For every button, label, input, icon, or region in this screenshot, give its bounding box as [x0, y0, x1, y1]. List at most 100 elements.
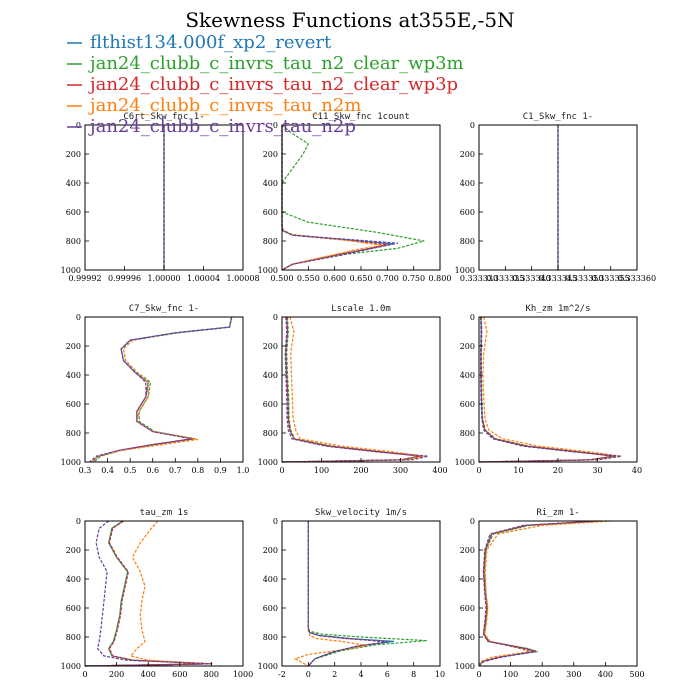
series-line-5	[281, 125, 399, 271]
y-tick-label: 600	[460, 604, 475, 613]
x-tick-label: 0.700	[376, 274, 399, 283]
series-line-1	[84, 520, 212, 667]
series-line-4	[84, 520, 210, 667]
y-tick-label: 600	[66, 604, 81, 613]
series-line-4	[281, 316, 425, 463]
series-line-3	[84, 520, 213, 667]
y-tick-label: 0	[76, 517, 81, 526]
panel-title: C1_Skw_fnc 1-	[523, 112, 593, 122]
series-line-3	[281, 316, 421, 463]
y-tick-label: 800	[263, 429, 278, 438]
series-line-4	[91, 316, 233, 463]
x-tick-label: 300	[393, 466, 408, 475]
y-tick-label: 1000	[61, 266, 81, 275]
y-tick-label: 400	[460, 371, 475, 380]
y-tick-label: 600	[460, 400, 475, 409]
x-tick-label: 0.550	[297, 274, 320, 283]
plot-frame	[84, 520, 244, 667]
x-tick-label: 0	[476, 670, 481, 679]
y-tick-label: 0	[273, 121, 278, 130]
x-tick-label: 0.3	[79, 466, 92, 475]
y-tick-label: 200	[263, 342, 278, 351]
x-tick-label: 0	[82, 670, 87, 679]
y-tick-label: 400	[263, 575, 278, 584]
series-line-5	[84, 520, 212, 667]
y-tick-label: 0	[273, 517, 278, 526]
y-tick-label: 400	[263, 179, 278, 188]
y-tick-label: 800	[66, 633, 81, 642]
panel-title: Skw_velocity 1m/s	[315, 508, 407, 518]
series-line-2	[281, 124, 425, 271]
series-line-5	[478, 520, 596, 667]
legend-label: jan24_clubb_c_invrs_tau_n2_clear_wp3p	[88, 74, 458, 95]
x-tick-label: 0.99992	[68, 274, 101, 283]
x-tick-label: 800	[204, 670, 219, 679]
series-line-3	[478, 520, 600, 667]
legend-label: flthist134.000f_xp2_revert	[90, 32, 332, 53]
x-tick-label: 200	[535, 670, 550, 679]
y-tick-label: 600	[460, 208, 475, 217]
panel-title: Lscale 1.0m	[331, 304, 391, 314]
panel-3: C1_Skw_fnc 1-0.3333300.3333350.3333400.3…	[455, 112, 656, 283]
x-tick-label: 100	[503, 670, 518, 679]
y-tick-label: 1000	[455, 458, 475, 467]
series-line-2	[93, 316, 233, 463]
panel-title: Ri_zm 1-	[536, 508, 579, 518]
y-tick-label: 800	[66, 429, 81, 438]
y-tick-label: 400	[263, 371, 278, 380]
series-line-1	[478, 520, 600, 667]
x-tick-label: 4	[358, 670, 363, 679]
x-tick-label: 1.0	[237, 466, 250, 475]
series-line-5	[281, 316, 429, 463]
y-tick-label: 600	[263, 208, 278, 217]
y-tick-label: 400	[66, 575, 81, 584]
panel-title: tau_zm 1s	[140, 508, 189, 518]
x-tick-label: 200	[109, 670, 124, 679]
x-tick-label: 0.333350	[565, 274, 603, 283]
x-tick-label: 2	[332, 670, 337, 679]
series-line-2	[281, 316, 423, 463]
y-tick-label: 200	[460, 546, 475, 555]
y-tick-label: 200	[263, 150, 278, 159]
series-line-5	[478, 316, 622, 463]
y-tick-label: 200	[263, 546, 278, 555]
x-tick-label: 0	[476, 466, 481, 475]
x-tick-label: 10	[435, 670, 445, 679]
y-tick-label: 800	[460, 429, 475, 438]
y-tick-label: 400	[460, 575, 475, 584]
y-tick-label: 1000	[258, 266, 278, 275]
series-line-4	[478, 520, 612, 667]
y-tick-label: 600	[66, 400, 81, 409]
x-tick-label: 500	[629, 670, 644, 679]
x-tick-label: 0.750	[402, 274, 425, 283]
y-tick-label: 600	[66, 208, 81, 217]
y-tick-label: 0	[470, 121, 475, 130]
y-tick-label: 400	[66, 371, 81, 380]
x-tick-label: 0.333355	[592, 274, 630, 283]
x-tick-label: 0.4	[101, 466, 114, 475]
panel-4: C7_Skw_fnc 1- 0.3 0.4 0.5 0.6 0.7 0.8 0.9 1.0 0 20…	[61, 304, 250, 475]
x-tick-label: 6	[385, 670, 390, 679]
y-tick-label: 200	[66, 342, 81, 351]
series-line-5	[89, 316, 233, 463]
y-tick-label: 0	[273, 313, 278, 322]
panel-5: Lscale 1.0m 0 100 200 300 400 0 200 400 600 800 100…	[258, 304, 448, 475]
y-tick-label: 1000	[455, 266, 475, 275]
x-tick-label: 0.333330	[460, 274, 498, 283]
x-tick-label: 0.8	[191, 466, 204, 475]
panel-8: Skw_velocity 1m/s -2 0 2 4 6 8 10 0 200 400 600 800 1…	[258, 508, 445, 679]
y-tick-label: 400	[460, 179, 475, 188]
x-tick-label: -2	[278, 670, 286, 679]
x-tick-label: 200	[353, 466, 368, 475]
x-tick-label: 30	[592, 466, 602, 475]
x-tick-label: 0	[279, 466, 284, 475]
y-tick-label: 1000	[258, 662, 278, 671]
panel-7: tau_zm 1s0 200 400 600 800 100002004006008001…	[61, 508, 254, 679]
y-tick-label: 400	[66, 179, 81, 188]
y-tick-label: 200	[66, 150, 81, 159]
y-tick-label: 800	[263, 237, 278, 246]
panel-title: Kh_zm 1m^2/s	[525, 304, 590, 314]
x-tick-label: 20	[553, 466, 563, 475]
